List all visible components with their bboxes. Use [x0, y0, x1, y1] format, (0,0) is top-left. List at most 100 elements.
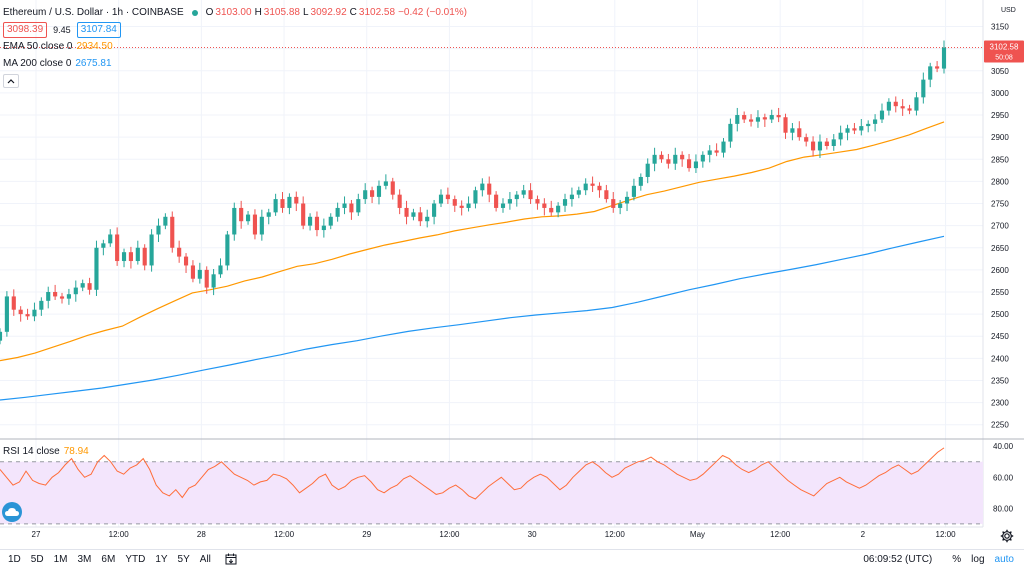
candle-body: [287, 196, 292, 208]
ask-price-box[interactable]: 3107.84: [76, 21, 121, 38]
range-ytd-button[interactable]: YTD: [125, 553, 146, 565]
legend-toggle-row: [3, 72, 470, 89]
candle-body: [149, 234, 154, 266]
candle-body: [87, 283, 92, 290]
candle-body: [907, 108, 912, 111]
candle-body: [273, 199, 278, 213]
price-axis[interactable]: 2250 2300 2350 2400 2450 2500 2550 2600 2650 2700…: [984, 7, 1024, 513]
symbol-title[interactable]: Ethereum / U.S. Dollar · 1h · COINBASE: [3, 7, 184, 18]
candle-body: [707, 150, 712, 155]
candle-body: [873, 119, 878, 124]
candle-body: [101, 243, 106, 248]
rsi-legend[interactable]: RSI 14 close 78.94: [3, 446, 89, 457]
range-5y-button[interactable]: 5Y: [177, 553, 190, 565]
bid-price-box[interactable]: 3098.39: [3, 21, 48, 38]
candle-body: [686, 159, 692, 169]
utc-clock[interactable]: 06:09:52 (UTC): [863, 553, 933, 565]
range-all-button[interactable]: All: [199, 553, 211, 565]
candle-body: [845, 128, 850, 133]
settings-gear-icon[interactable]: [1000, 529, 1014, 543]
percent-scale-toggle[interactable]: %: [952, 553, 962, 565]
candle-body: [73, 287, 78, 295]
ohlc-open-value: 3103.00: [215, 7, 252, 18]
price-tick-label: 2850: [991, 155, 1009, 164]
candle-body: [390, 181, 395, 195]
candle-body: [473, 190, 478, 204]
ema-legend[interactable]: EMA 50 close 0 2934.50: [3, 38, 470, 55]
tradingview-logo-icon[interactable]: [2, 502, 22, 522]
candle-body: [928, 66, 933, 80]
ohlc-high-value: 3105.88: [263, 7, 300, 18]
candle-body: [301, 203, 306, 226]
ma-200-path: [0, 235, 945, 401]
auto-scale-toggle[interactable]: auto: [994, 553, 1014, 565]
candle-body: [211, 274, 216, 288]
candle-body: [452, 199, 457, 206]
ema-legend-name[interactable]: EMA 50 close 0: [3, 41, 73, 52]
candle-body: [183, 256, 189, 266]
price-tick-label: 2400: [991, 354, 1009, 363]
candle-body: [163, 216, 168, 226]
time-axis[interactable]: 27 12:00 28 12:00 29 12:00 30 12:00 May 12:00 2 12:…: [32, 530, 1024, 539]
candle-body: [239, 207, 244, 222]
rsi-line: [0, 447, 945, 500]
collapse-legend-button[interactable]: [3, 73, 19, 88]
ohlc-open-label: O: [205, 7, 214, 18]
candle-body: [659, 154, 664, 160]
symbol-legend[interactable]: Ethereum / U.S. Dollar · 1h · COINBASE O…: [3, 4, 470, 21]
rsi-legend-name[interactable]: RSI 14 close: [3, 446, 60, 457]
candle-body: [811, 141, 816, 151]
bottom-right-controls: 06:09:52 (UTC) % log auto: [863, 554, 1024, 565]
time-tick-label: 12:00: [605, 530, 626, 539]
price-tick-label: 2350: [991, 376, 1009, 385]
candle-body: [666, 159, 671, 164]
spread-value: 9.45: [53, 24, 71, 35]
price-tick-label: 2550: [991, 288, 1009, 297]
candle-body: [321, 225, 326, 231]
candle-body: [59, 296, 65, 299]
candle-body: [487, 183, 492, 195]
ohlc-close-value: 3102.58: [358, 7, 396, 18]
candle-body: [418, 212, 423, 222]
ma-legend-name[interactable]: MA 200 close 0: [3, 58, 72, 69]
candle-body: [721, 141, 726, 153]
candle-body: [328, 216, 333, 226]
range-1y-button[interactable]: 1Y: [155, 553, 168, 565]
candle-body: [314, 216, 320, 231]
candle-body: [18, 309, 23, 315]
candle-body: [135, 247, 140, 262]
price-tick-label: 2600: [991, 266, 1009, 275]
candle-body: [652, 154, 657, 164]
log-scale-toggle[interactable]: log: [971, 553, 985, 565]
range-5d-button[interactable]: 5D: [30, 553, 44, 565]
ohlc-low-label: L: [302, 7, 309, 18]
last-price-tag: [984, 40, 1024, 63]
candle-body: [294, 196, 299, 204]
go-to-date-icon[interactable]: [225, 553, 237, 565]
candle-body: [831, 139, 836, 146]
candle-body: [783, 117, 788, 133]
rsi-pane: [0, 447, 983, 525]
ma-legend[interactable]: MA 200 close 0 2675.81: [3, 55, 470, 72]
candle-body: [204, 269, 209, 288]
candle-body: [597, 185, 602, 191]
candle-body: [611, 199, 616, 208]
ema-50-path: [0, 121, 945, 362]
range-3m-button[interactable]: 3M: [77, 553, 92, 565]
candle-body: [363, 190, 368, 200]
range-1d-button[interactable]: 1D: [8, 553, 21, 565]
chart-canvas[interactable]: 2250 2300 2350 2400 2450 2500 2550 2600 2650 2700…: [0, 0, 1024, 549]
candle-body: [838, 132, 843, 140]
range-1m-button[interactable]: 1M: [53, 553, 68, 565]
time-tick-label: 12:00: [770, 530, 791, 539]
candle-body: [53, 292, 58, 297]
ohlc-change-value: −0.42 (−0.01%): [398, 7, 467, 18]
rsi-tick-label: 60.00: [993, 473, 1014, 482]
last-price-label: 3102.58: [990, 43, 1019, 52]
candle-body: [308, 216, 313, 226]
candle-body: [459, 205, 464, 208]
candle-body: [507, 199, 512, 204]
range-6m-button[interactable]: 6M: [101, 553, 116, 565]
candle-body: [735, 115, 740, 124]
